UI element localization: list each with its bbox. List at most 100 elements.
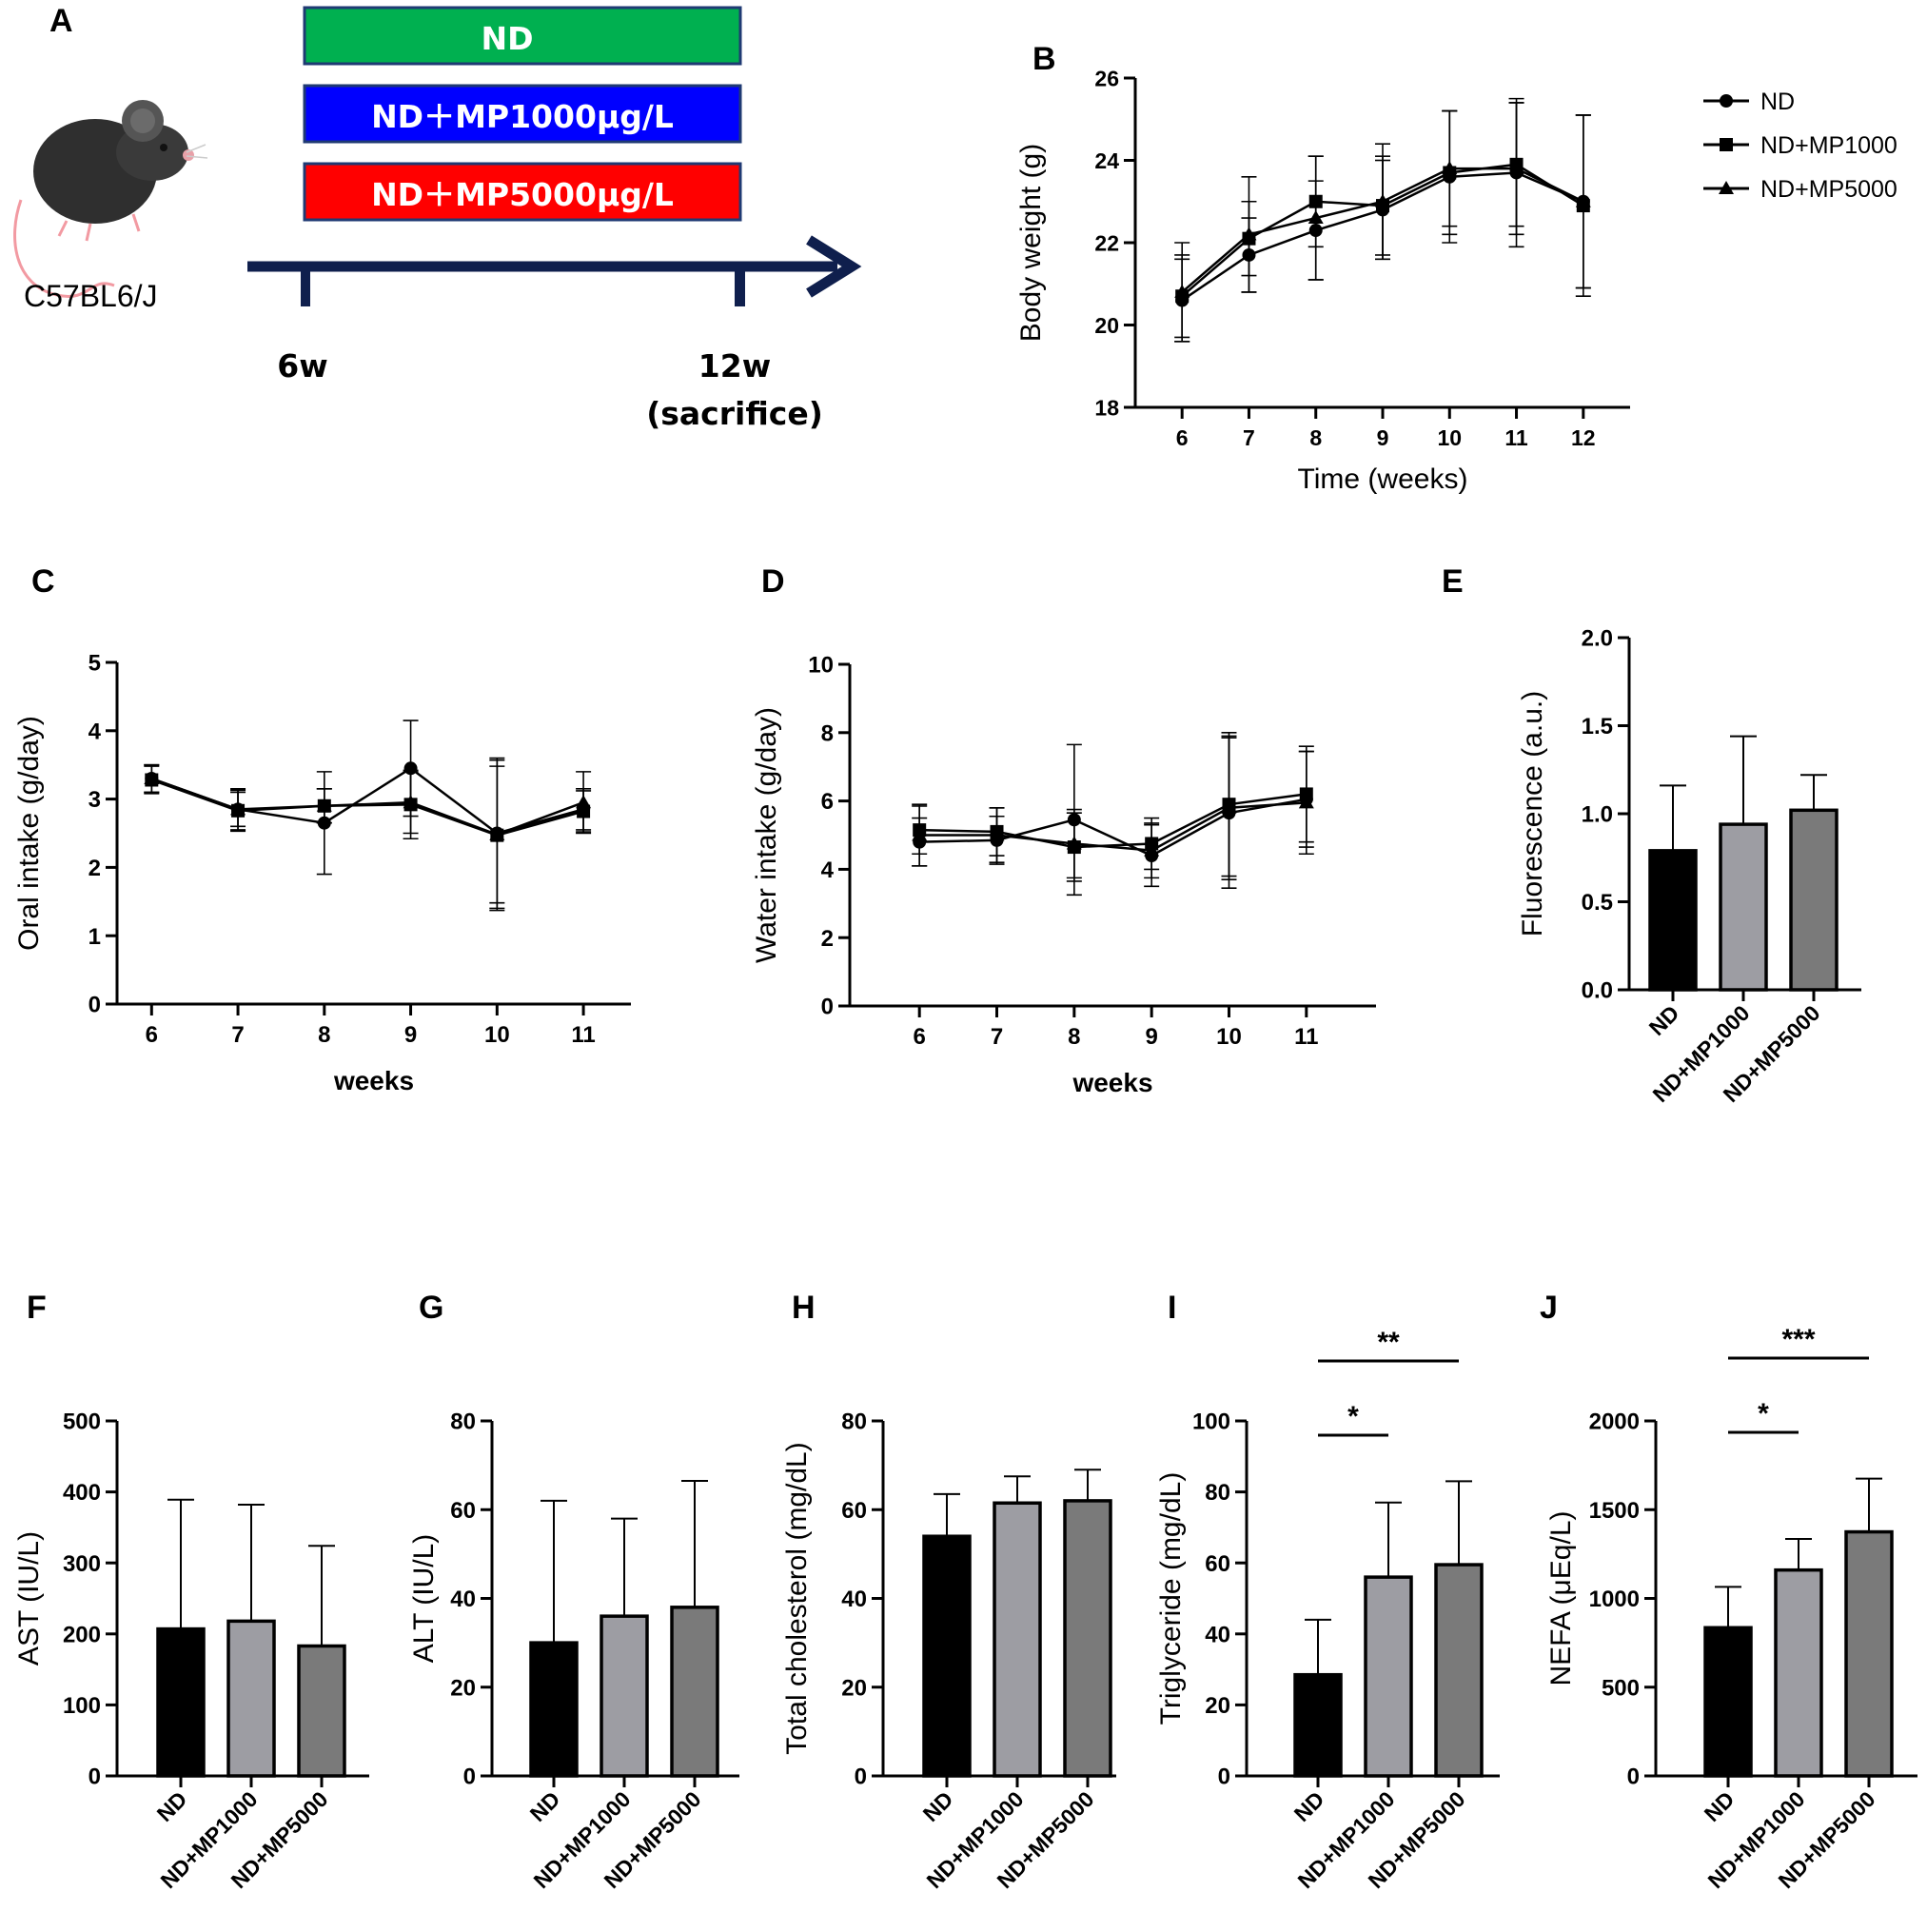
legend-marker-nd-mp1000 — [1720, 138, 1733, 151]
x-tick-label-b-5: 11 — [1504, 425, 1528, 450]
y-tick-label-g-4: 80 — [450, 1410, 476, 1435]
x-tick-label-d-1: 7 — [991, 1024, 1003, 1050]
point-d-nd-mp5000-2 — [1066, 836, 1082, 850]
point-d-nd-mp5000-0 — [912, 827, 928, 841]
bar-i-nd-mp1000 — [1364, 1575, 1413, 1778]
y-tick-label-i-5: 100 — [1192, 1410, 1230, 1435]
bar-h-nd-mp5000 — [1063, 1499, 1112, 1778]
y-tick-label-h-3: 60 — [841, 1498, 867, 1524]
panel-letter-h: H — [792, 1290, 816, 1326]
significance-label-i-1: ** — [1377, 1327, 1400, 1358]
y-axis-label-d: Water intake (g/day) — [751, 707, 782, 963]
y-tick-label-e-3: 1.5 — [1582, 714, 1613, 739]
y-axis-label-f: AST (IU/L) — [13, 1531, 45, 1666]
y-tick-label-b-0: 18 — [1094, 395, 1119, 420]
y-tick-label-f-1: 100 — [63, 1693, 101, 1719]
x-tick-label-f-nd: ND — [152, 1786, 192, 1826]
point-b-nd-mp5000-2 — [1308, 210, 1324, 225]
y-tick-label-i-1: 20 — [1205, 1693, 1230, 1719]
x-tick-label-c-3: 9 — [404, 1022, 417, 1048]
point-b-nd-mp5000-0 — [1174, 284, 1190, 298]
bar-j-nd — [1703, 1626, 1753, 1778]
y-tick-label-i-4: 80 — [1205, 1480, 1230, 1506]
panel-letter-d: D — [761, 563, 785, 600]
y-tick-label-c-4: 4 — [88, 719, 102, 744]
sacrifice-label: (sacrifice) — [646, 395, 823, 432]
chart-b-body-weight: 18 20 22 24 26 6 7 8 9 10 11 12 Time (weeks) Body wei… — [1015, 66, 1898, 495]
group-box-mp5000-label: ND＋MP5000µg/L — [371, 176, 674, 213]
mouse-icon — [13, 100, 208, 298]
x-tick-label-c-4: 10 — [484, 1022, 510, 1048]
panel-letter-i: I — [1168, 1290, 1176, 1326]
x-axis-label-c: weeks — [333, 1066, 414, 1095]
chart-d-water-intake: 0 2 4 6 8 10 6 7 8 9 10 11 weeks Water intake (g/day) — [751, 653, 1376, 1097]
point-c-nd-mp5000-2 — [316, 798, 332, 812]
point-b-nd-mp5000-5 — [1508, 161, 1524, 175]
point-b-nd-mp5000-3 — [1375, 193, 1390, 207]
chart-c-oral-intake: 0 1 2 3 4 5 6 7 8 9 10 11 weeks Oral intake (g/day) — [13, 651, 631, 1095]
point-c-nd-mp5000-0 — [144, 771, 160, 785]
y-tick-label-d-1: 2 — [821, 926, 834, 952]
panel-letter-b: B — [1032, 41, 1056, 77]
x-tick-label-c-0: 6 — [146, 1022, 158, 1048]
significance-label-i-0: * — [1347, 1401, 1359, 1432]
x-tick-label-b-6: 12 — [1571, 425, 1596, 450]
bar-e-nd-mp1000 — [1719, 822, 1768, 992]
bar-g-nd-mp5000 — [670, 1606, 719, 1778]
bar-f-nd — [156, 1626, 206, 1778]
y-tick-label-g-3: 60 — [450, 1498, 476, 1524]
x-tick-label-c-2: 8 — [318, 1022, 330, 1048]
significance-label-j-0: * — [1758, 1398, 1769, 1429]
y-tick-label-e-0: 0.0 — [1582, 978, 1613, 1004]
y-tick-label-j-0: 0 — [1627, 1764, 1640, 1790]
y-tick-label-i-2: 40 — [1205, 1622, 1230, 1647]
y-tick-label-f-4: 400 — [63, 1480, 101, 1506]
y-tick-label-g-1: 20 — [450, 1675, 476, 1701]
point-c-nd-mp5000-3 — [403, 795, 419, 809]
y-tick-label-j-2: 1000 — [1589, 1587, 1640, 1612]
y-axis-label-c: Oral intake (g/day) — [13, 716, 45, 951]
x-tick-label-g-nd: ND — [525, 1786, 565, 1826]
y-tick-label-c-5: 5 — [88, 651, 101, 677]
bar-j-nd-mp1000 — [1774, 1567, 1823, 1778]
y-tick-label-h-2: 40 — [841, 1587, 867, 1612]
x-tick-label-h-nd: ND — [918, 1786, 958, 1826]
point-d-nd-mp5000-1 — [989, 827, 1005, 841]
x-tick-label-d-3: 9 — [1145, 1024, 1157, 1050]
y-tick-label-h-4: 80 — [841, 1410, 867, 1435]
bar-g-nd — [529, 1641, 579, 1778]
group-box-mp1000-label: ND＋MP1000µg/L — [371, 98, 674, 135]
y-tick-label-f-3: 300 — [63, 1551, 101, 1577]
y-tick-label-e-2: 1.0 — [1582, 802, 1613, 828]
timeline-arrow — [247, 235, 862, 306]
x-tick-label-d-0: 6 — [914, 1024, 926, 1050]
bar-i-nd — [1293, 1672, 1343, 1778]
bar-g-nd-mp1000 — [600, 1614, 649, 1778]
point-b-nd-mp5000-1 — [1241, 227, 1257, 241]
y-tick-label-d-0: 0 — [821, 995, 834, 1020]
y-tick-label-d-5: 10 — [808, 653, 834, 679]
panel-letter-j: J — [1540, 1290, 1558, 1326]
bar-h-nd-mp1000 — [993, 1501, 1042, 1778]
bar-j-nd-mp5000 — [1844, 1529, 1894, 1778]
series-line-d-nd-mp1000 — [919, 793, 1307, 849]
x-tick-label-d-4: 10 — [1216, 1024, 1242, 1050]
y-tick-label-f-5: 500 — [63, 1410, 101, 1435]
x-tick-label-j-nd: ND — [1700, 1786, 1740, 1826]
y-axis-label-h: Total cholesterol (mg/dL) — [781, 1442, 813, 1754]
y-tick-label-i-0: 0 — [1218, 1764, 1230, 1790]
legend-label-nd: ND — [1760, 89, 1795, 115]
legend-marker-nd — [1720, 94, 1733, 108]
point-d-nd-mp5000-3 — [1144, 842, 1160, 857]
x-tick-label-b-2: 8 — [1309, 425, 1322, 450]
point-c-nd-mp5000-4 — [489, 826, 505, 840]
group-box-nd — [303, 6, 742, 66]
x-axis-label-b: Time (weeks) — [1298, 463, 1468, 495]
